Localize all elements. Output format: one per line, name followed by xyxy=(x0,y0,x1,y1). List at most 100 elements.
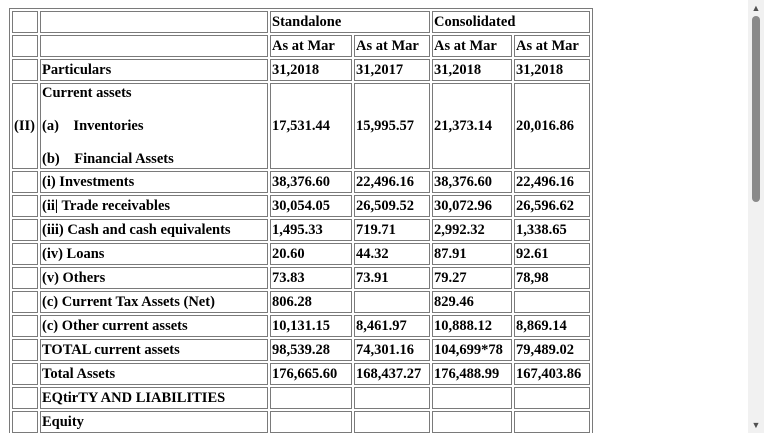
table-row: (c) Other current assets 10,131.15 8,461.9… xyxy=(12,315,590,337)
row-value: 1,495.33 xyxy=(270,219,352,241)
row-value xyxy=(514,411,590,433)
date-header-line1: As at Mar xyxy=(432,35,512,57)
vertical-scrollbar[interactable]: ▲ ▼ xyxy=(748,0,764,433)
inventories-label: (a) Inventories xyxy=(42,118,144,134)
empty-cell xyxy=(12,387,38,409)
row-value: 44.32 xyxy=(354,243,430,265)
row-value: 168,437.27 xyxy=(354,363,430,385)
table-row: (c) Current Tax Assets (Net) 806.28 829.46 xyxy=(12,291,590,313)
table-row: TOTAL current assets 98,539.28 74,301.16 10… xyxy=(12,339,590,361)
empty-cell xyxy=(12,219,38,241)
row-value: 73.83 xyxy=(270,267,352,289)
row-value: 98,539.28 xyxy=(270,339,352,361)
empty-cell xyxy=(12,267,38,289)
row-value: 10,888.12 xyxy=(432,315,512,337)
date-header-line1: As at Mar xyxy=(514,35,590,57)
row-value: 22,496.16 xyxy=(354,171,430,193)
row-value xyxy=(432,387,512,409)
inventories-value: 21,373.14 xyxy=(432,83,512,169)
row-value: 78,98 xyxy=(514,267,590,289)
header-row-1: Standalone Consolidated xyxy=(12,11,590,33)
empty-cell xyxy=(12,35,38,57)
row-value: 79.27 xyxy=(432,267,512,289)
table-row: Total Assets 176,665.60 168,437.27 176,488.… xyxy=(12,363,590,385)
row-value: 8,869.14 xyxy=(514,315,590,337)
date-header-line2: 31,2018 xyxy=(514,59,590,81)
row-value xyxy=(270,387,352,409)
row-value: 30,072.96 xyxy=(432,195,512,217)
date-header-line1: As at Mar xyxy=(354,35,430,57)
row-label: EQtirTY AND LIABILITIES xyxy=(40,387,268,409)
row-value: 1,338.65 xyxy=(514,219,590,241)
empty-cell xyxy=(12,339,38,361)
scrollbar-thumb[interactable] xyxy=(752,16,760,202)
current-assets-group-row: (II) Current assets (a) Inventories (b) … xyxy=(12,83,590,169)
date-header-line2: 31,2018 xyxy=(432,59,512,81)
row-value: 8,461.97 xyxy=(354,315,430,337)
row-value xyxy=(354,387,430,409)
row-label: (iv) Loans xyxy=(40,243,268,265)
row-value xyxy=(432,411,512,433)
row-value: 79,489.02 xyxy=(514,339,590,361)
row-value: 2,992.32 xyxy=(432,219,512,241)
empty-cell xyxy=(12,195,38,217)
row-label: TOTAL current assets xyxy=(40,339,268,361)
row-value: 167,403.86 xyxy=(514,363,590,385)
empty-cell xyxy=(12,411,38,433)
row-value: 176,488.99 xyxy=(432,363,512,385)
row-value: 73.91 xyxy=(354,267,430,289)
date-header-line1: As at Mar xyxy=(270,35,352,57)
consolidated-header: Consolidated xyxy=(432,11,590,33)
row-value: 26,596.62 xyxy=(514,195,590,217)
row-value: 176,665.60 xyxy=(270,363,352,385)
down-arrow-icon[interactable]: ▼ xyxy=(751,420,761,430)
row-label: Total Assets xyxy=(40,363,268,385)
financial-assets-label: (b) Financial Assets xyxy=(42,151,174,167)
empty-cell xyxy=(12,315,38,337)
row-value: 104,699*78 xyxy=(432,339,512,361)
empty-cell xyxy=(12,363,38,385)
header-row-2: As at Mar As at Mar As at Mar As at Mar xyxy=(12,35,590,57)
row-value: 26,509.52 xyxy=(354,195,430,217)
inventories-value: 15,995.57 xyxy=(354,83,430,169)
row-value: 719.71 xyxy=(354,219,430,241)
table-row: (i) Investments 38,376.60 22,496.16 38,376.… xyxy=(12,171,590,193)
date-header-line2: 31,2018 xyxy=(270,59,352,81)
up-arrow-icon[interactable]: ▲ xyxy=(751,3,761,13)
row-value: 87.91 xyxy=(432,243,512,265)
table-row: EQtirTY AND LIABILITIES xyxy=(12,387,590,409)
empty-cell xyxy=(40,35,268,57)
row-label: (c) Other current assets xyxy=(40,315,268,337)
document-viewport: Standalone Consolidated As at Mar As at … xyxy=(9,8,593,433)
empty-cell xyxy=(12,59,38,81)
row-value: 20.60 xyxy=(270,243,352,265)
row-label: (c) Current Tax Assets (Net) xyxy=(40,291,268,313)
row-label: Equity xyxy=(40,411,268,433)
row-value: 92.61 xyxy=(514,243,590,265)
table-row: (iii) Cash and cash equivalents 1,495.33 7… xyxy=(12,219,590,241)
table-row: (v) Others 73.83 73.91 79.27 78,98 xyxy=(12,267,590,289)
empty-cell xyxy=(40,11,268,33)
empty-cell xyxy=(12,11,38,33)
standalone-header: Standalone xyxy=(270,11,430,33)
row-label: (ii| Trade receivables xyxy=(40,195,268,217)
row-value xyxy=(354,291,430,313)
inventories-value: 20,016.86 xyxy=(514,83,590,169)
row-label: (iii) Cash and cash equivalents xyxy=(40,219,268,241)
particulars-header: Particulars xyxy=(40,59,268,81)
row-value: 10,131.15 xyxy=(270,315,352,337)
row-value: 806.28 xyxy=(270,291,352,313)
row-value xyxy=(514,387,590,409)
date-header-line2: 31,2017 xyxy=(354,59,430,81)
empty-cell xyxy=(12,243,38,265)
row-label: (v) Others xyxy=(40,267,268,289)
table-row: (iv) Loans 20.60 44.32 87.91 92.61 xyxy=(12,243,590,265)
table-row: (ii| Trade receivables 30,054.05 26,509.52… xyxy=(12,195,590,217)
header-row-3: Particulars 31,2018 31,2017 31,2018 31,2… xyxy=(12,59,590,81)
inventories-value: 17,531.44 xyxy=(270,83,352,169)
group-number: (II) xyxy=(12,83,38,169)
group-label-cell: Current assets (a) Inventories (b) Finan… xyxy=(40,83,268,169)
row-label: (i) Investments xyxy=(40,171,268,193)
row-value xyxy=(514,291,590,313)
row-value: 38,376.60 xyxy=(270,171,352,193)
